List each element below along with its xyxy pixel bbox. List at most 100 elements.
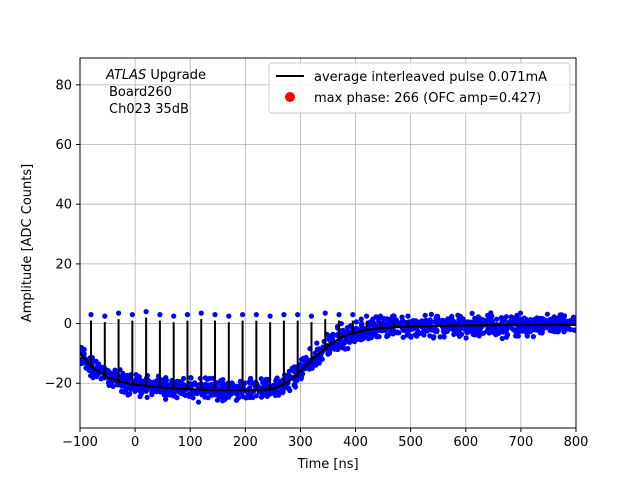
- y-tick-label: −20: [45, 377, 72, 392]
- sample-point: [428, 311, 434, 317]
- spike-cap-point: [198, 310, 204, 316]
- sample-point: [258, 376, 264, 382]
- sample-point: [549, 319, 555, 325]
- sample-point: [421, 332, 427, 338]
- sample-point: [453, 330, 459, 336]
- sample-point: [136, 385, 142, 391]
- x-axis-label: Time [ns]: [296, 457, 358, 472]
- spike-cap-point: [157, 312, 163, 318]
- y-tick-label: 40: [55, 198, 72, 213]
- spike-cap-point: [350, 312, 356, 318]
- sample-point: [283, 385, 289, 391]
- sample-point: [224, 392, 231, 398]
- sample-point: [503, 327, 509, 333]
- legend-entry-max-phase: max phase: 266 (OFC amp=0.427): [314, 91, 541, 106]
- sample-point: [521, 316, 527, 322]
- sample-point: [385, 333, 391, 339]
- sample-point: [127, 391, 133, 397]
- sample-point: [205, 395, 211, 401]
- sample-point: [524, 333, 530, 339]
- sample-point: [274, 375, 280, 381]
- sample-point: [219, 390, 225, 397]
- y-tick-label: 20: [55, 257, 72, 272]
- sample-point: [484, 317, 490, 323]
- sample-point: [572, 327, 576, 333]
- x-tick-label: 600: [453, 435, 478, 450]
- spike-cap-point: [336, 312, 342, 318]
- sample-point: [494, 316, 500, 322]
- sample-point: [229, 380, 235, 386]
- sample-point: [530, 334, 537, 340]
- sample-point: [222, 382, 228, 388]
- sample-point: [137, 393, 143, 400]
- spike-cap-point: [267, 313, 273, 319]
- sample-point: [260, 392, 266, 398]
- sample-point: [293, 377, 299, 383]
- annotation-board: Board260: [109, 85, 172, 100]
- sample-point: [441, 329, 447, 335]
- sample-point: [326, 350, 333, 356]
- legend-dot-marker: [285, 92, 295, 102]
- sample-point: [108, 382, 114, 388]
- sample-point: [519, 328, 526, 334]
- sample-point: [437, 334, 443, 340]
- sample-point: [335, 346, 341, 353]
- sample-point: [314, 340, 320, 346]
- sample-point: [449, 315, 455, 321]
- sample-point: [291, 382, 297, 388]
- sample-point: [485, 327, 491, 334]
- sample-point: [86, 367, 92, 374]
- sample-point: [406, 332, 412, 338]
- sample-point: [423, 318, 430, 324]
- sample-point: [195, 399, 202, 405]
- sample-point: [511, 316, 518, 322]
- legend-entry-average: average interleaved pulse 0.071mA: [314, 70, 547, 85]
- sample-point: [112, 367, 118, 373]
- sample-point: [353, 325, 359, 331]
- average-pulse-line: [80, 323, 576, 392]
- spike-cap-point: [171, 313, 177, 319]
- sample-point: [209, 381, 215, 387]
- sample-point: [151, 379, 157, 385]
- sample-point: [239, 390, 245, 396]
- spike-cap-point: [281, 312, 287, 318]
- sample-point: [408, 320, 415, 326]
- x-tick-label: 0: [131, 435, 139, 450]
- sample-point: [163, 375, 169, 381]
- spike-cap-point: [184, 312, 191, 318]
- x-tick-label: 400: [343, 435, 368, 450]
- sample-point: [499, 335, 505, 342]
- svg-text:ATLAS Upgrade: ATLAS Upgrade: [105, 68, 206, 83]
- sample-point: [493, 330, 499, 336]
- sample-point: [480, 330, 486, 336]
- spike-cap-point: [308, 313, 315, 319]
- sample-point: [368, 335, 374, 341]
- sample-point: [503, 334, 510, 340]
- sample-point: [533, 317, 539, 324]
- sample-point: [272, 391, 279, 397]
- sample-point: [306, 366, 312, 372]
- sample-point: [474, 316, 481, 323]
- sample-point: [136, 374, 142, 380]
- sample-point: [161, 392, 167, 398]
- sample-point: [188, 375, 194, 381]
- x-tick-label: 300: [288, 435, 313, 450]
- sample-point: [469, 310, 475, 316]
- y-tick-label: 0: [64, 317, 72, 332]
- spike-cap-point: [239, 312, 246, 318]
- spike-cap-point: [377, 313, 383, 319]
- spike-cap-point: [129, 312, 135, 318]
- spike-cap-point: [363, 313, 370, 319]
- sample-point: [193, 389, 199, 396]
- sample-point: [567, 326, 573, 332]
- sample-point: [134, 378, 140, 384]
- sample-point: [165, 392, 171, 398]
- sample-point: [353, 319, 359, 325]
- sample-point: [548, 327, 554, 333]
- sample-point: [416, 319, 422, 325]
- spike-cap-point: [322, 310, 328, 316]
- sample-point: [487, 314, 493, 320]
- sample-point: [139, 378, 145, 384]
- annotation-upgrade: Upgrade: [146, 68, 206, 83]
